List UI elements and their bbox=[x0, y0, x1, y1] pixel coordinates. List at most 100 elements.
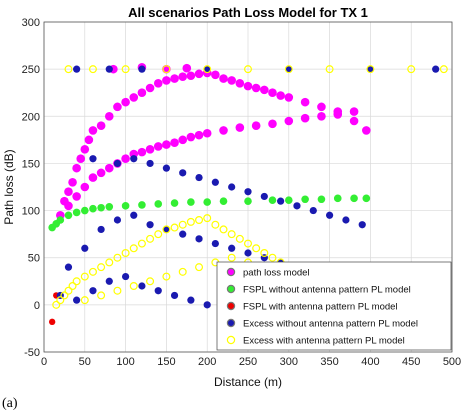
data-point bbox=[203, 198, 211, 206]
data-point bbox=[113, 253, 122, 262]
data-point bbox=[146, 277, 155, 286]
data-point bbox=[235, 234, 244, 243]
data-point bbox=[129, 244, 138, 253]
data-point bbox=[68, 177, 77, 187]
legend-label: FSPL without antenna pattern PL model bbox=[243, 285, 411, 296]
data-point bbox=[138, 282, 146, 290]
data-point bbox=[137, 239, 146, 248]
data-point bbox=[89, 155, 97, 163]
y-axis-ticks: -50 0 50 100 150 200 250 300 bbox=[22, 17, 40, 359]
data-point bbox=[137, 88, 147, 98]
data-point bbox=[260, 249, 269, 258]
data-point bbox=[72, 277, 81, 286]
data-point bbox=[284, 116, 294, 126]
data-point bbox=[105, 203, 114, 211]
data-point bbox=[105, 277, 113, 285]
data-point bbox=[178, 267, 187, 276]
data-point bbox=[81, 244, 89, 252]
x-tick-label: 100 bbox=[116, 356, 134, 368]
plot-area bbox=[43, 21, 453, 353]
legend-marker bbox=[226, 335, 236, 345]
y-axis-label: Path loss (dB) bbox=[2, 149, 16, 224]
data-point bbox=[52, 300, 61, 309]
data-point bbox=[227, 253, 236, 262]
data-point bbox=[194, 130, 204, 140]
data-point bbox=[285, 196, 293, 204]
data-point bbox=[179, 169, 187, 177]
data-point bbox=[104, 163, 114, 173]
data-point bbox=[187, 296, 195, 304]
data-point bbox=[97, 203, 105, 212]
data-point bbox=[439, 65, 448, 74]
data-point bbox=[186, 217, 195, 226]
data-point bbox=[113, 216, 122, 224]
data-point bbox=[333, 194, 342, 203]
data-point bbox=[211, 178, 219, 186]
data-point bbox=[170, 199, 179, 207]
data-point bbox=[358, 221, 366, 229]
data-point bbox=[268, 196, 277, 204]
data-point bbox=[227, 76, 236, 85]
x-tick-label: 450 bbox=[402, 356, 420, 368]
data-point bbox=[122, 272, 130, 281]
data-point bbox=[138, 65, 146, 73]
data-point bbox=[317, 111, 326, 121]
series-0 bbox=[56, 62, 371, 220]
data-point bbox=[219, 225, 228, 234]
data-point bbox=[366, 65, 375, 74]
data-point bbox=[88, 267, 97, 276]
data-point bbox=[195, 263, 204, 272]
legend-label: FSPL with antenna pattern PL model bbox=[243, 302, 398, 313]
legend-marker bbox=[226, 284, 236, 294]
data-point bbox=[88, 65, 97, 74]
data-point bbox=[284, 65, 293, 74]
data-point bbox=[252, 244, 261, 253]
data-point bbox=[194, 69, 204, 79]
data-point bbox=[432, 65, 440, 73]
legend-marker bbox=[226, 267, 236, 277]
data-point bbox=[104, 111, 114, 121]
legend-box bbox=[216, 261, 452, 351]
data-point bbox=[186, 71, 196, 81]
data-point bbox=[145, 83, 155, 93]
data-point bbox=[243, 81, 253, 91]
y-tick-label: 0 bbox=[34, 300, 40, 312]
data-point bbox=[211, 70, 220, 80]
data-point bbox=[138, 201, 146, 209]
data-point bbox=[244, 197, 252, 205]
data-point bbox=[162, 225, 171, 234]
data-point bbox=[129, 93, 139, 102]
data-point bbox=[203, 65, 212, 74]
data-point bbox=[80, 296, 89, 305]
data-point bbox=[105, 65, 113, 73]
data-point bbox=[309, 206, 317, 215]
data-point bbox=[235, 123, 245, 132]
data-point bbox=[260, 85, 269, 95]
data-point bbox=[162, 164, 170, 172]
x-tick-label: 250 bbox=[239, 356, 257, 368]
data-point bbox=[80, 272, 89, 281]
x-tick-label: 150 bbox=[157, 356, 175, 368]
data-point bbox=[130, 211, 138, 219]
data-point bbox=[285, 65, 293, 73]
data-point bbox=[195, 216, 204, 225]
data-point bbox=[349, 116, 359, 126]
data-point bbox=[64, 211, 73, 220]
data-point bbox=[260, 192, 268, 201]
data-point bbox=[88, 126, 98, 135]
legend-label: Excess without antenna pattern PL model bbox=[243, 319, 418, 330]
x-tick-label: 400 bbox=[361, 356, 379, 368]
scatter-points bbox=[48, 62, 448, 326]
data-point bbox=[211, 220, 220, 229]
data-point bbox=[154, 287, 162, 295]
x-axis-ticks: 0 50 100 150 200 250 300 350 400 450 500 bbox=[41, 356, 461, 368]
data-point bbox=[244, 249, 252, 257]
data-point bbox=[113, 286, 122, 295]
data-point bbox=[227, 230, 236, 239]
data-point bbox=[73, 65, 81, 73]
data-point bbox=[162, 76, 171, 85]
figure-caption: (a) bbox=[2, 396, 18, 411]
data-point bbox=[105, 258, 114, 267]
data-point bbox=[80, 144, 90, 154]
x-tick-label: 500 bbox=[443, 356, 461, 368]
